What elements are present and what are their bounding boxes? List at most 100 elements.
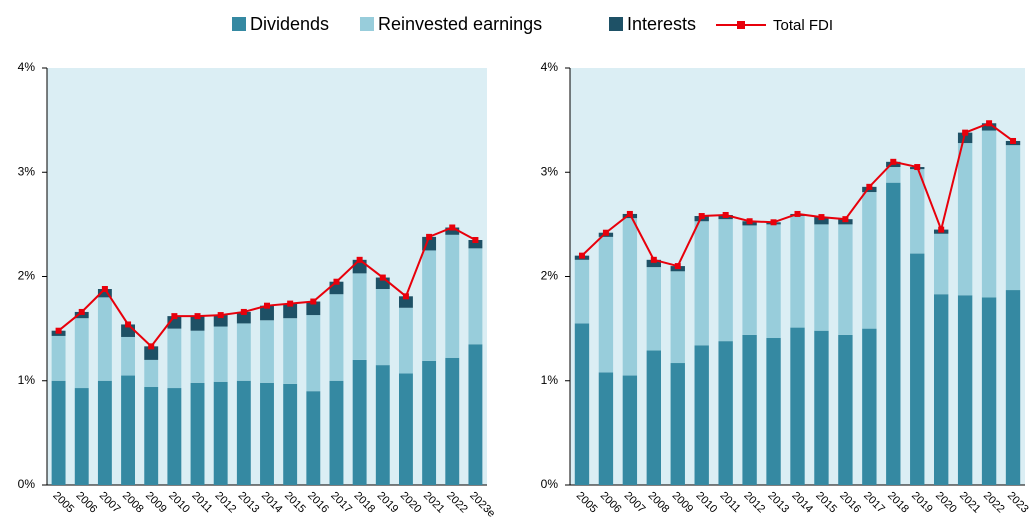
bar-segment [283,383,298,485]
line-marker [148,343,155,350]
bar-segment [957,143,973,296]
x-tick-label: 2013 [765,490,791,516]
line-marker [402,293,409,300]
x-tick-label: 2009 [143,490,169,516]
line-marker [794,210,801,217]
bar-segment [352,273,367,360]
bar-segment [329,380,344,485]
bar-segment [981,297,997,485]
bar-segment [375,277,390,290]
bar-segment [766,224,781,339]
line-marker [1010,137,1017,144]
x-tick-label: 2016 [837,490,863,516]
bar-segment [260,320,274,383]
bar-segment [838,334,853,485]
bar-segment [213,315,228,327]
bar-segment [646,350,661,485]
line-marker [602,229,609,236]
line-marker [194,313,201,320]
line-marker [578,252,585,259]
bar-segment [236,323,251,381]
bar-segment [886,182,901,486]
bar-segment [51,380,66,485]
bar-segment [190,382,205,485]
y-tick-label: 2% [541,269,559,283]
bar-segment [260,305,274,321]
bar-segment [190,330,205,383]
bar-segment [329,294,344,381]
x-tick-label: 2023e [467,490,497,520]
bar-segment [445,357,460,485]
y-tick-label: 2% [18,269,36,283]
bar-segment [283,303,298,319]
bar-segment [862,192,877,329]
bar-segment [399,373,413,485]
line-marker [472,237,479,244]
bar-segment [814,224,829,331]
legend-label: Interests [627,14,696,34]
bar-segment [97,289,112,298]
x-tick-label: 2005 [50,490,76,516]
bar-segment [957,132,973,144]
x-tick-label: 2021 [421,490,447,516]
bar-segment [97,297,112,381]
line-marker [938,226,945,233]
x-tick-label: 2010 [166,490,192,516]
bar-segment [144,346,159,360]
line-marker [310,298,317,305]
bar-segment [445,234,460,358]
x-tick-label: 2017 [861,490,887,516]
bar-segment [144,359,159,388]
bar-segment [646,267,661,351]
y-tick-label: 0% [541,477,559,491]
x-tick-label: 2019 [375,490,401,516]
bar-segment [445,227,460,235]
x-tick-label: 2014 [789,490,815,516]
x-tick-label: 2015 [813,490,839,516]
x-tick-label: 2015 [282,490,308,516]
line-marker [379,274,386,281]
bar-segment [97,380,112,485]
bar-segment [574,323,590,485]
bar-segment [981,123,997,131]
bar-segment [838,224,853,335]
bar-segment [422,360,437,485]
line-marker [962,129,969,136]
line-marker [217,312,224,319]
legend-label: Dividends [250,14,329,34]
bar-segment [167,388,182,485]
x-tick-label: 2018 [885,490,911,516]
bar-segment [1005,145,1021,291]
bar-segment [934,294,949,485]
bar-segment [957,295,973,485]
bar-segment [814,217,829,225]
x-tick-label: 2020 [398,490,424,516]
bar-segment [814,330,829,485]
bar-segment [742,225,757,335]
bar-segment [375,289,390,366]
x-tick-label: 2010 [694,490,720,516]
bar-segment [1005,290,1021,485]
bar-segment [790,327,805,485]
bar-segment [213,326,228,382]
bar-segment [886,167,901,183]
bar-segment [910,169,925,254]
bar-segment [51,335,66,381]
x-tick-label: 2022 [444,490,470,516]
bar-segment [236,311,251,324]
legend-label: Total FDI [773,17,833,34]
bar-segment [190,316,205,331]
x-tick-label: 2020 [933,490,959,516]
line-marker [842,216,849,223]
y-tick-label: 3% [18,164,36,178]
bar-segment [981,130,997,298]
x-tick-label: 2007 [97,490,123,516]
x-tick-label: 2011 [717,490,742,515]
bar-segment [670,363,685,485]
bar-segment [167,328,182,389]
y-tick-label: 1% [18,373,36,387]
bar-segment [468,344,483,485]
y-tick-label: 4% [18,60,36,74]
x-tick-label: 2013 [236,490,262,516]
